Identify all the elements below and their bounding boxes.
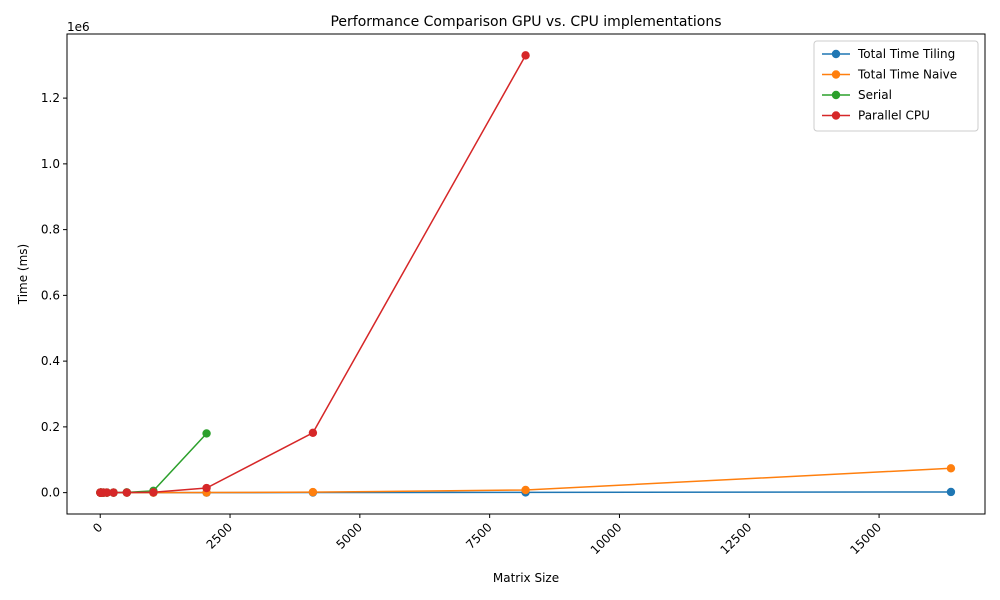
y-tick-label: 1.0 — [41, 157, 60, 171]
data-point-total-time-naive — [946, 464, 956, 473]
series-layer — [96, 51, 956, 497]
data-point-serial — [202, 429, 211, 438]
legend-box — [813, 40, 979, 132]
data-point-parallel-cpu — [308, 428, 318, 437]
series-serial — [96, 429, 211, 497]
legend-label: Total Time Naive — [857, 68, 957, 82]
series-line-parallel-cpu — [100, 55, 527, 494]
data-point-parallel-cpu — [109, 488, 118, 497]
legend-item-total-time-tiling: Total Time Tiling — [822, 47, 955, 61]
data-point-total-time-naive — [308, 487, 318, 497]
y-tick-label: 0.8 — [41, 223, 60, 237]
x-tick-label: 2500 — [204, 520, 235, 551]
x-tick-label: 0 — [90, 520, 105, 535]
x-tick-label: 5000 — [333, 520, 364, 551]
y-axis-title: Time (ms) — [16, 244, 30, 306]
legend-item-total-time-naive: Total Time Naive — [822, 68, 957, 82]
legend-label: Total Time Tiling — [857, 47, 955, 61]
x-tick-label: 15000 — [847, 520, 884, 557]
data-point-parallel-cpu — [521, 51, 530, 60]
data-point-total-time-tiling — [946, 487, 956, 497]
data-point-total-time-naive — [521, 485, 530, 495]
x-tick-label: 7500 — [463, 520, 494, 551]
legend-item-serial: Serial — [822, 88, 892, 102]
data-point-parallel-cpu — [102, 488, 112, 497]
y-tick-label: 0.2 — [41, 420, 60, 434]
y-tick-label: 0.6 — [41, 288, 60, 302]
legend: Total Time Tiling Total Time Naive Serial P… — [813, 40, 979, 132]
y-axis-ticks: 0.0 0.2 0.4 0.6 0.8 1.0 1.2 — [41, 91, 67, 500]
series-line-serial — [100, 432, 208, 494]
plot-frame — [66, 33, 986, 515]
x-axis-title: Matrix Size — [493, 571, 559, 585]
x-tick-label: 10000 — [588, 520, 625, 557]
data-point-parallel-cpu — [122, 488, 132, 497]
data-point-parallel-cpu — [202, 483, 211, 493]
x-axis-ticks: 0 2500 5000 7500 10000 12500 15000 — [90, 514, 884, 557]
y-tick-label: 1.2 — [41, 91, 60, 105]
series-parallel-cpu — [96, 51, 530, 497]
legend-swatch-marker — [831, 111, 841, 120]
legend-swatch-marker — [831, 90, 841, 100]
legend-item-parallel-cpu: Parallel CPU — [822, 109, 930, 123]
legend-swatch-marker — [831, 49, 841, 59]
data-point-parallel-cpu — [149, 488, 158, 497]
legend-label: Parallel CPU — [858, 109, 930, 123]
y-tick-label: 0.0 — [41, 486, 60, 500]
chart-title: Performance Comparison GPU vs. CPU imple… — [330, 14, 721, 30]
x-tick-label: 12500 — [717, 520, 754, 557]
y-offset-label: 1e6 — [67, 20, 90, 34]
legend-label: Serial — [858, 88, 892, 102]
legend-swatch-marker — [831, 70, 841, 79]
y-tick-label: 0.4 — [41, 354, 60, 368]
